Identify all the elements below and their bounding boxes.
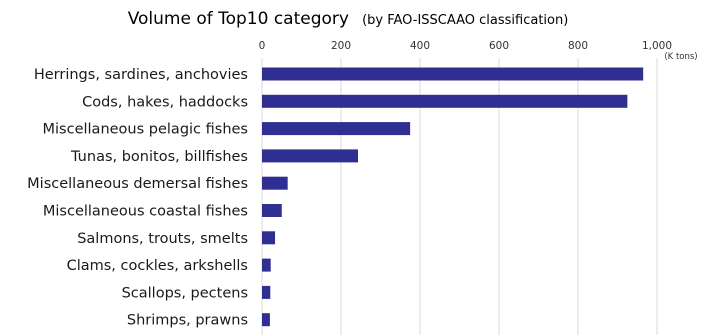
bar bbox=[262, 258, 271, 272]
category-label: Herrings, sardines, anchovies bbox=[34, 67, 248, 83]
category-label: Miscellaneous demersal fishes bbox=[27, 176, 248, 192]
bar bbox=[262, 122, 411, 136]
category-label: Cods, hakes, haddocks bbox=[82, 94, 248, 110]
category-label: Salmons, trouts, smelts bbox=[77, 231, 248, 247]
bars bbox=[262, 67, 644, 327]
x-tick-label: 600 bbox=[489, 40, 509, 52]
chart-title-main: Volume of Top10 category bbox=[128, 9, 349, 29]
category-labels: Herrings, sardines, anchovies Cods, hakes… bbox=[27, 67, 248, 329]
x-tick-label: 200 bbox=[331, 40, 351, 52]
category-label: Scallops, pectens bbox=[122, 285, 248, 301]
chart-title: Volume of Top10 category (by FAO-ISSCAAO… bbox=[128, 9, 569, 29]
x-tick-label: 800 bbox=[568, 40, 588, 52]
chart-subtitle: (by FAO-ISSCAAO classification) bbox=[362, 13, 568, 28]
category-label: Miscellaneous pelagic fishes bbox=[43, 122, 248, 138]
bar bbox=[262, 149, 358, 163]
bar bbox=[262, 313, 270, 327]
category-label: Miscellaneous coastal fishes bbox=[43, 204, 248, 220]
x-axis-ticks: 0 200 400 600 800 1,000 bbox=[259, 40, 672, 52]
x-tick-label: 400 bbox=[410, 40, 430, 52]
bar bbox=[262, 204, 282, 217]
bar bbox=[262, 231, 276, 245]
x-tick-label: 1,000 bbox=[642, 40, 672, 52]
bar bbox=[262, 285, 271, 299]
bar bbox=[262, 94, 628, 108]
category-label: Tunas, bonitos, billfishes bbox=[70, 149, 248, 165]
category-label: Clams, cockles, arkshells bbox=[67, 258, 248, 274]
category-label: Shrimps, prawns bbox=[127, 313, 248, 329]
bar bbox=[262, 67, 644, 81]
x-axis-unit-label: (K tons) bbox=[664, 52, 697, 62]
x-tick-label: 0 bbox=[259, 40, 266, 52]
bar bbox=[262, 176, 288, 190]
